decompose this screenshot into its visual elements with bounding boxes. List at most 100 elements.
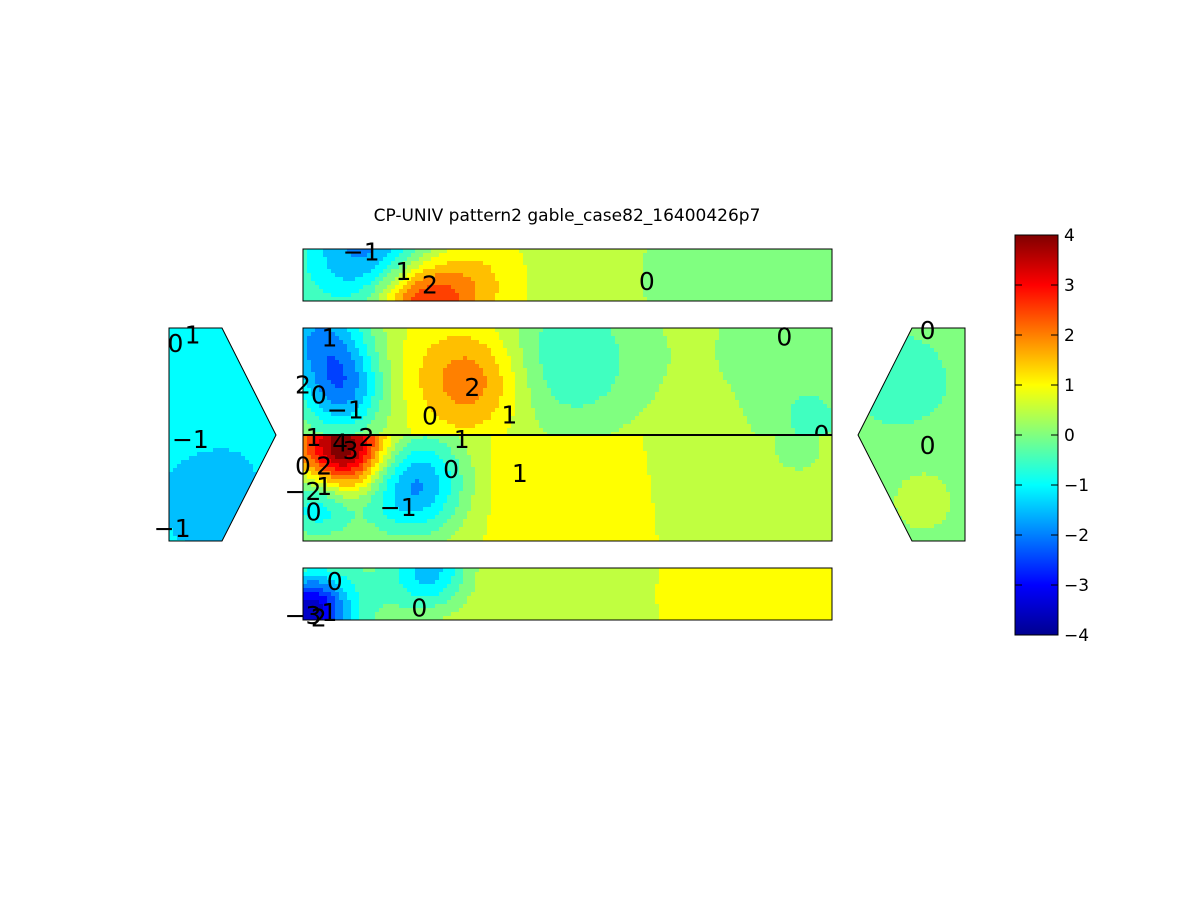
field-cell: [343, 336, 348, 341]
field-cell: [507, 408, 512, 413]
field-cell: [655, 336, 660, 341]
field-cell: [523, 293, 528, 298]
field-cell: [463, 400, 468, 405]
field-cell: [435, 384, 440, 389]
field-cell: [811, 368, 816, 373]
field-cell: [787, 336, 792, 341]
field-cell: [335, 360, 340, 365]
field-cell: [671, 340, 676, 345]
field-cell: [671, 289, 676, 294]
field-cell: [495, 332, 500, 337]
field-cell: [535, 384, 540, 389]
field-cell: [375, 424, 380, 429]
field-cell: [411, 368, 416, 373]
field-cell: [431, 388, 436, 393]
field-cell: [371, 408, 376, 413]
field-cell: [679, 265, 684, 270]
field-cell: [763, 400, 768, 405]
field-cell: [543, 412, 548, 417]
field-cell: [511, 289, 516, 294]
field-cell: [723, 269, 728, 274]
field-cell: [603, 360, 608, 365]
field-cell: [803, 269, 808, 274]
field-cell: [687, 289, 692, 294]
field-cell: [639, 408, 644, 413]
field-cell: [395, 344, 400, 349]
field-cell: [607, 281, 612, 286]
field-cell: [567, 249, 572, 254]
field-cell: [671, 372, 676, 377]
field-cell: [739, 364, 744, 369]
field-cell: [547, 392, 552, 397]
field-cell: [323, 408, 328, 413]
field-cell: [455, 372, 460, 377]
field-cell: [739, 376, 744, 381]
field-cell: [479, 360, 484, 365]
field-cell: [747, 285, 752, 290]
contour-label-roof-upper-0: −1: [343, 238, 380, 267]
field-cell: [807, 289, 812, 294]
field-cell: [311, 392, 316, 397]
field-cell: [599, 297, 604, 301]
field-cell: [695, 348, 700, 353]
field-cell: [351, 360, 356, 365]
field-cell: [815, 384, 820, 389]
field-cell: [515, 344, 520, 349]
field-cell: [715, 293, 720, 298]
field-cell: [707, 360, 712, 365]
field-cell: [699, 352, 704, 357]
field-cell: [655, 265, 660, 270]
field-cell: [307, 416, 312, 421]
field-cell: [467, 352, 472, 357]
field-cell: [815, 392, 820, 397]
field-cell: [759, 412, 764, 417]
field-cell: [655, 285, 660, 290]
field-cell: [499, 424, 504, 429]
field-cell: [419, 348, 424, 353]
field-cell: [807, 368, 812, 373]
field-cell: [495, 273, 500, 278]
field-cell: [567, 412, 572, 417]
field-cell: [339, 340, 344, 345]
field-cell: [391, 348, 396, 353]
field-cell: [791, 392, 796, 397]
field-cell: [747, 257, 752, 262]
field-cell: [675, 384, 680, 389]
field-cell: [459, 368, 464, 373]
field-cell: [679, 416, 684, 421]
field-cell: [355, 412, 360, 417]
field-cell: [655, 281, 660, 286]
field-cell: [635, 336, 640, 341]
field-cell: [715, 285, 720, 290]
field-cell: [523, 420, 528, 425]
field-cell: [551, 412, 556, 417]
field-cell: [803, 400, 808, 405]
field-cell: [431, 269, 436, 274]
field-cell: [411, 364, 416, 369]
field-cell: [559, 281, 564, 286]
field-cell: [499, 332, 504, 337]
field-cell: [391, 297, 396, 301]
field-cell: [683, 336, 688, 341]
field-cell: [675, 416, 680, 421]
field-cell: [579, 352, 584, 357]
field-cell: [819, 336, 824, 341]
field-cell: [383, 384, 388, 389]
field-cell: [363, 376, 368, 381]
field-cell: [447, 400, 452, 405]
field-cell: [767, 420, 772, 425]
field-cell: [715, 273, 720, 278]
field-cell: [819, 328, 824, 333]
field-cell: [427, 372, 432, 377]
field-cell: [743, 356, 748, 361]
field-cell: [643, 328, 648, 333]
field-cell: [511, 400, 516, 405]
field-cell: [451, 368, 456, 373]
field-cell: [499, 328, 504, 333]
field-cell: [767, 336, 772, 341]
field-cell: [823, 376, 828, 381]
field-cell: [683, 277, 688, 282]
field-cell: [351, 297, 356, 301]
field-cell: [311, 356, 316, 361]
